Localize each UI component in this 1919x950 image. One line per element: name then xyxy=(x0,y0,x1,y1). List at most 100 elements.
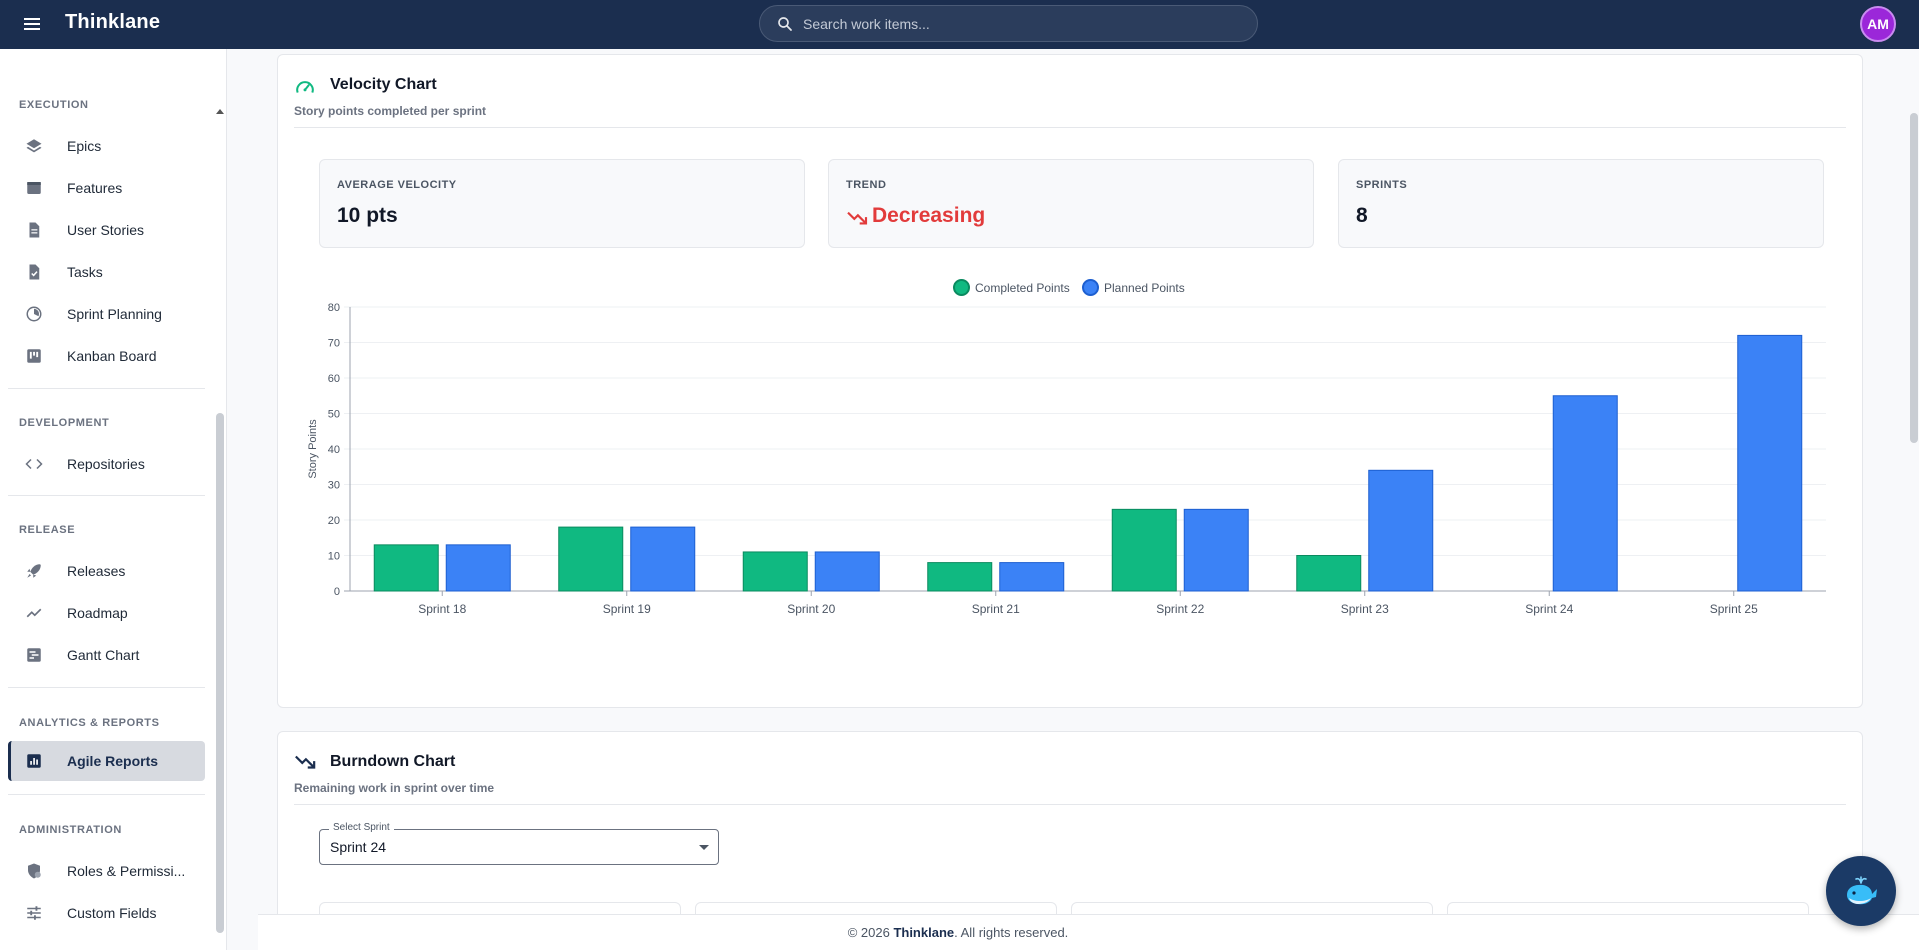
sidebar-item-label: Repositories xyxy=(67,456,145,472)
code-icon xyxy=(25,458,43,470)
sidebar-scrollbar[interactable] xyxy=(214,101,226,943)
sidebar-item-roles-permissions[interactable]: Roles & Permissi... xyxy=(8,852,205,890)
search-input[interactable] xyxy=(803,14,1243,34)
sidebar-item-epics[interactable]: Epics xyxy=(8,127,205,165)
stat-average-velocity: AVERAGE VELOCITY 10 pts xyxy=(319,159,805,248)
assistant-fab-button[interactable] xyxy=(1826,856,1896,926)
x-tick-label: Sprint 18 xyxy=(418,602,466,616)
divider xyxy=(8,495,205,496)
y-tick-label: 20 xyxy=(328,515,340,527)
sidebar-item-roadmap[interactable]: Roadmap xyxy=(8,594,205,632)
bar-completed-sprint-18[interactable] xyxy=(373,544,439,592)
sidebar-item-label: Roles & Permissi... xyxy=(67,863,186,879)
x-tick-label: Sprint 23 xyxy=(1341,602,1389,616)
bar-planned-sprint-18[interactable] xyxy=(445,544,511,592)
x-tick-label: Sprint 21 xyxy=(972,602,1020,616)
sidebar-item-label: Tasks xyxy=(67,264,103,280)
divider xyxy=(8,388,205,389)
sidebar-item-label: Gantt Chart xyxy=(67,647,140,663)
legend-swatch-planned[interactable] xyxy=(1082,279,1099,296)
bar-planned-sprint-22[interactable] xyxy=(1183,508,1249,592)
sliders-icon xyxy=(27,906,41,920)
x-tick-label: Sprint 22 xyxy=(1156,602,1204,616)
stat-value: Decreasing xyxy=(872,204,986,227)
select-label: Select Sprint xyxy=(329,822,394,833)
burndown-subtitle: Remaining work in sprint over time xyxy=(294,781,495,795)
stat-trend: TREND Decreasing xyxy=(828,159,1314,248)
y-tick-label: 0 xyxy=(334,586,340,598)
sidebar-item-sprint-planning[interactable]: Sprint Planning xyxy=(8,295,205,333)
sidebar-item-user-stories[interactable]: User Stories xyxy=(8,211,205,249)
y-tick-label: 70 xyxy=(328,338,340,350)
velocity-chart-card: Velocity Chart Story points completed pe… xyxy=(277,54,1863,708)
y-tick-label: 50 xyxy=(328,409,340,421)
app-title[interactable]: Thinklane xyxy=(65,11,161,33)
sidebar-item-label: Kanban Board xyxy=(67,348,157,364)
select-value: Sprint 24 xyxy=(330,839,387,855)
bar-planned-sprint-21[interactable] xyxy=(999,562,1065,592)
velocity-bar-chart: 0 10 20 30 40 50 60 70 80 Story Points Sprint 18 Sp… xyxy=(307,302,1826,616)
sidebar-item-label: Custom Fields xyxy=(67,905,157,921)
scrollbar-thumb[interactable] xyxy=(1910,113,1918,443)
bar-completed-sprint-21[interactable] xyxy=(927,562,993,592)
bar-planned-sprint-20[interactable] xyxy=(814,551,880,592)
sidebar-item-tasks[interactable]: Tasks xyxy=(8,253,205,291)
kanban-icon xyxy=(27,349,41,363)
bar-planned-sprint-25[interactable] xyxy=(1737,334,1803,592)
gantt-icon xyxy=(27,648,41,662)
x-tick-label: Sprint 24 xyxy=(1525,602,1573,616)
legend-label-planned[interactable]: Planned Points xyxy=(1104,281,1185,295)
y-axis-label: Story Points xyxy=(307,419,319,479)
divider xyxy=(294,804,1846,805)
stat-label: SPRINTS xyxy=(1356,179,1408,191)
stat-value: 10 pts xyxy=(337,204,398,227)
legend-swatch-completed[interactable] xyxy=(953,279,970,296)
scroll-up-icon[interactable] xyxy=(216,109,224,114)
avatar[interactable]: AM xyxy=(1860,6,1896,42)
bar-planned-sprint-19[interactable] xyxy=(630,526,696,592)
bar-planned-sprint-24[interactable] xyxy=(1552,395,1618,592)
scrollbar-thumb[interactable] xyxy=(216,413,224,933)
main-content: Velocity Chart Story points completed pe… xyxy=(227,49,1919,950)
section-release: RELEASE xyxy=(19,524,76,536)
x-tick-label: Sprint 19 xyxy=(603,602,651,616)
sidebar-item-features[interactable]: Features xyxy=(8,169,205,207)
rocket-icon xyxy=(27,564,41,578)
velocity-subtitle: Story points completed per sprint xyxy=(294,104,487,118)
top-app-bar: Thinklane AM xyxy=(0,0,1919,49)
sidebar-item-gantt-chart[interactable]: Gantt Chart xyxy=(8,636,205,674)
y-tick-label: 60 xyxy=(328,373,340,385)
footer-text: © 2026 Thinklane. All rights reserved. xyxy=(847,925,1069,940)
search-bar[interactable] xyxy=(759,5,1258,42)
legend-label-completed[interactable]: Completed Points xyxy=(975,281,1070,295)
sidebar-item-repositories[interactable]: Repositories xyxy=(8,445,205,483)
sidebar-item-label: Epics xyxy=(67,138,102,154)
layers-icon xyxy=(26,139,42,153)
feature-icon xyxy=(27,182,41,194)
y-tick-label: 10 xyxy=(328,551,340,563)
sidebar-item-label: Agile Reports xyxy=(67,753,159,769)
divider xyxy=(8,687,205,688)
sidebar-item-agile-reports[interactable]: Agile Reports xyxy=(8,741,205,781)
stat-value: 8 xyxy=(1356,204,1368,227)
sidebar-item-kanban-board[interactable]: Kanban Board xyxy=(8,337,205,375)
sidebar: EXECUTION Epics Features User Stories Ta… xyxy=(0,49,227,950)
divider xyxy=(294,127,1846,128)
bar-completed-sprint-20[interactable] xyxy=(742,551,808,592)
section-analytics-reports: ANALYTICS & REPORTS xyxy=(19,717,160,729)
hamburger-menu-icon[interactable] xyxy=(20,12,44,36)
y-tick-label: 40 xyxy=(328,444,340,456)
bar-planned-sprint-23[interactable] xyxy=(1368,469,1434,592)
sprint-select[interactable]: Select Sprint Sprint 24 xyxy=(319,822,719,865)
bar-completed-sprint-19[interactable] xyxy=(558,526,624,592)
main-scrollbar[interactable] xyxy=(1907,49,1919,950)
sidebar-item-custom-fields[interactable]: Custom Fields xyxy=(8,894,205,932)
trending-down-icon xyxy=(847,211,868,225)
bar-completed-sprint-22[interactable] xyxy=(1111,508,1177,592)
bar-completed-sprint-23[interactable] xyxy=(1296,555,1362,592)
sidebar-item-releases[interactable]: Releases xyxy=(8,552,205,590)
chart-legend: Completed Points Planned Points xyxy=(278,279,1862,299)
footer-brand[interactable]: Thinklane xyxy=(893,925,955,940)
sidebar-item-label: Roadmap xyxy=(67,605,128,621)
bar-chart-icon xyxy=(27,754,41,768)
